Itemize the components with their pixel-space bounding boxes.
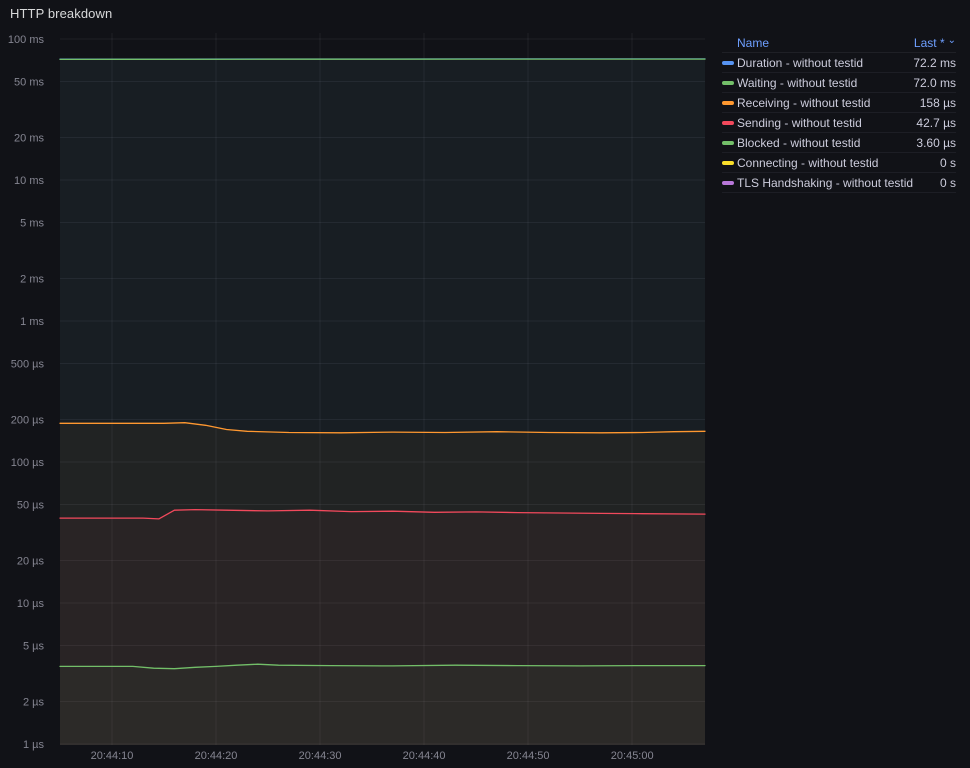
y-tick-label: 1 µs (23, 739, 45, 751)
legend-last-value: 158 µs (919, 95, 956, 110)
legend-header: Name Last * ⌄ (722, 33, 956, 53)
legend-series-label: Connecting - without testid (737, 155, 879, 170)
series-color-swatch (722, 100, 734, 105)
legend-last-header[interactable]: Last * ⌄ (913, 34, 956, 50)
legend-last-value: 72.2 ms (913, 55, 956, 70)
series-line (59, 663, 706, 670)
y-tick-label: 100 µs (11, 457, 45, 469)
series-line (59, 508, 706, 520)
y-tick-label: 500 µs (11, 358, 45, 370)
legend-rows: Duration - without testid 72.2 ms Waiting … (722, 53, 956, 193)
y-tick-label: 2 ms (20, 274, 44, 286)
legend-row[interactable]: Receiving - without testid 158 µs (722, 93, 956, 113)
legend-last-value: 42.7 µs (916, 115, 956, 130)
y-tick-label: 200 µs (11, 415, 45, 427)
y-tick-label: 1 ms (20, 316, 44, 328)
legend: Name Last * ⌄ Duration - without testid 72… (722, 33, 956, 193)
legend-last-value: 3.60 µs (916, 135, 956, 150)
series-color-swatch (722, 60, 734, 65)
sort-caret-icon: ⌄ (947, 34, 956, 46)
x-tick-label: 20:44:10 (91, 750, 134, 762)
series-fill (60, 664, 705, 745)
legend-row[interactable]: Waiting - without testid 72.0 ms (722, 73, 956, 93)
series-fill (60, 58, 705, 745)
legend-series-label: Blocked - without testid (737, 135, 861, 150)
legend-row[interactable]: Sending - without testid 42.7 µs (722, 113, 956, 133)
legend-series-label: Receiving - without testid (737, 95, 871, 110)
chart-svg[interactable]: 100 ms 50 ms 20 ms 10 ms 5 ms 2 ms 1 ms 500 µs 2… (0, 0, 710, 768)
legend-series-label: Duration - without testid (737, 55, 864, 70)
gridlines (60, 33, 705, 745)
legend-last-value: 72.0 ms (913, 75, 956, 90)
y-tick-label: 100 ms (8, 34, 45, 46)
series-line (59, 422, 706, 434)
x-tick-label: 20:44:50 (507, 750, 550, 762)
legend-row[interactable]: TLS Handshaking - without testid 0 s (722, 173, 956, 193)
y-tick-label: 2 µs (23, 697, 45, 709)
x-tick-label: 20:44:20 (195, 750, 238, 762)
legend-last-value: 0 s (939, 155, 956, 170)
y-tick-label: 20 µs (17, 556, 45, 568)
legend-row[interactable]: Connecting - without testid 0 s (722, 153, 956, 173)
series-color-swatch (722, 120, 734, 125)
legend-series-label: Waiting - without testid (737, 75, 858, 90)
x-tick-label: 20:44:40 (403, 750, 446, 762)
x-tick-label: 20:44:30 (299, 750, 342, 762)
legend-last-value: 0 s (939, 175, 956, 190)
legend-name-header[interactable]: Name (737, 35, 770, 50)
y-tick-label: 50 ms (14, 76, 44, 88)
legend-series-label: Sending - without testid (737, 115, 862, 130)
series-color-swatch (722, 180, 734, 185)
y-tick-label: 20 ms (14, 133, 44, 145)
legend-row[interactable]: Duration - without testid 72.2 ms (722, 53, 956, 73)
y-tick-label: 50 µs (17, 499, 45, 511)
series-color-swatch (722, 140, 734, 145)
legend-last-header-label: Last * (913, 35, 945, 50)
series-color-swatch (722, 160, 734, 165)
y-tick-label: 10 ms (14, 175, 44, 187)
legend-series-label: TLS Handshaking - without testid (737, 175, 914, 190)
series-fill (60, 422, 705, 745)
y-tick-label: 10 µs (17, 598, 45, 610)
series-fill (60, 509, 705, 745)
x-tick-label: 20:45:00 (611, 750, 654, 762)
legend-row[interactable]: Blocked - without testid 3.60 µs (722, 133, 956, 153)
panel-title: HTTP breakdown (10, 6, 113, 21)
y-tick-label: 5 µs (23, 640, 45, 652)
series-color-swatch (722, 80, 734, 85)
y-tick-label: 5 ms (20, 217, 44, 229)
series-fill (60, 59, 705, 746)
